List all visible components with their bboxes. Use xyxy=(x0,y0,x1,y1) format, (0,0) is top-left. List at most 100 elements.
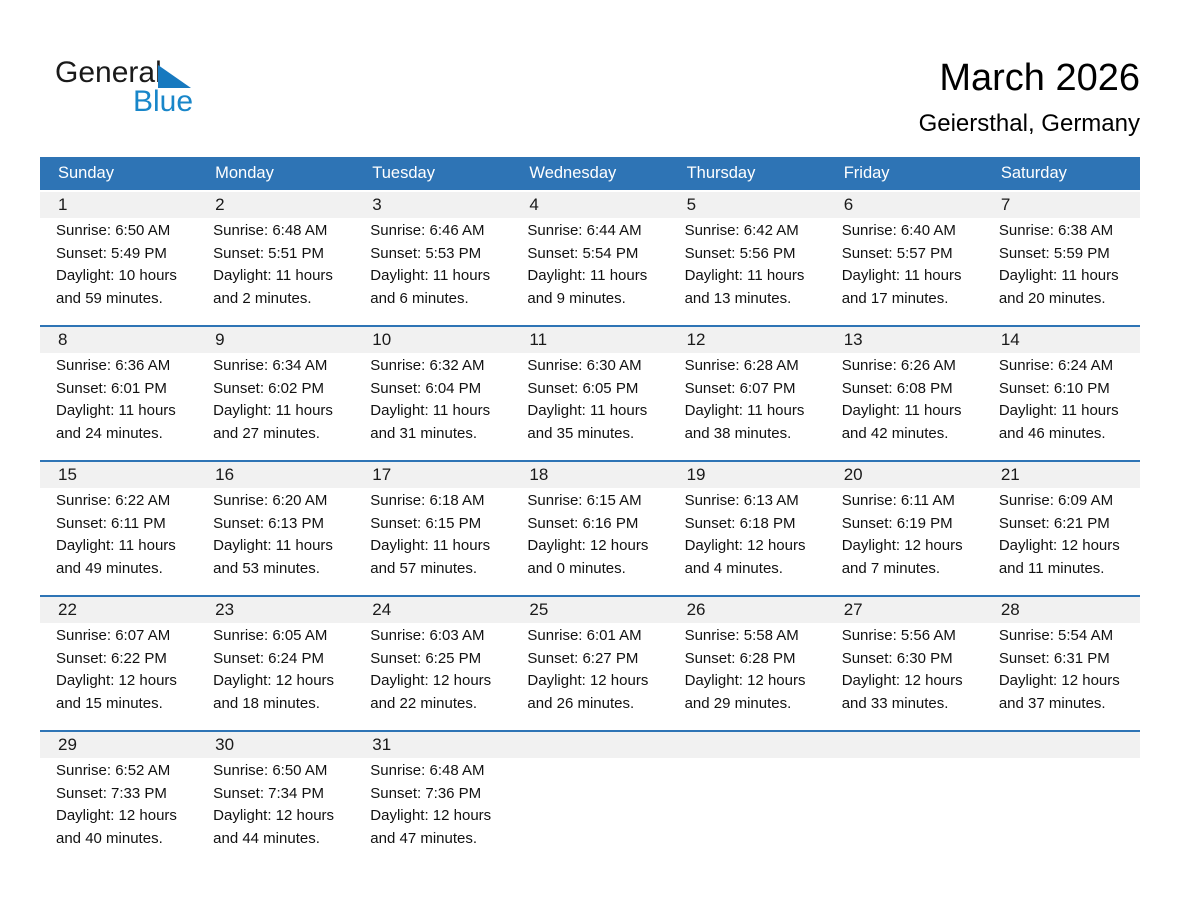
day-cell: Sunrise: 6:15 AM Sunset: 6:16 PM Daylight:… xyxy=(511,490,668,580)
day-info-line: Daylight: 12 hours xyxy=(370,807,492,824)
day-info-line: and 49 minutes. xyxy=(56,559,163,577)
day-info-line: and 4 minutes. xyxy=(684,559,783,577)
day-info-line: and 2 minutes. xyxy=(213,289,312,307)
day-info-line: and 44 minutes. xyxy=(213,829,320,847)
day-info-line: and 53 minutes. xyxy=(213,559,320,577)
day-info-line: and 22 minutes. xyxy=(370,694,478,712)
day-details-row: Sunrise: 6:22 AM Sunset: 6:11 PM Daylight:… xyxy=(40,488,1140,580)
day-info-line: Sunrise: 6:03 AM xyxy=(370,627,485,644)
day-info-line: Sunrise: 6:05 AM xyxy=(213,627,328,644)
day-info-line: Sunrise: 6:13 AM xyxy=(684,492,799,509)
day-info-line: Sunrise: 6:11 AM xyxy=(841,492,955,509)
day-info-line: Sunset: 6:15 PM xyxy=(370,514,482,532)
day-cell: Sunrise: 6:28 AM Sunset: 6:07 PM Daylight:… xyxy=(669,355,826,445)
day-info-line: Daylight: 12 hours xyxy=(213,672,335,689)
day-cell: Sunrise: 6:48 AM Sunset: 7:36 PM Daylight:… xyxy=(354,760,511,850)
week-row: 1 2 3 4 5 6 7 Sunrise: 6:50 AM Sunset: 5:49 PM D… xyxy=(40,190,1140,325)
day-info-line: Daylight: 12 hours xyxy=(56,807,177,824)
day-cell: Sunrise: 6:42 AM Sunset: 5:56 PM Daylight:… xyxy=(669,220,826,310)
weekday-header-wednesday: Wednesday xyxy=(529,164,617,182)
day-cell: Sunrise: 6:52 AM Sunset: 7:33 PM Daylight:… xyxy=(40,760,197,850)
day-info-line: Daylight: 11 hours xyxy=(213,267,333,284)
day-info-line: and 24 minutes. xyxy=(56,424,163,442)
day-info-line: Sunrise: 6:22 AM xyxy=(56,492,171,509)
day-info-line: Sunrise: 6:07 AM xyxy=(56,627,171,644)
day-number: 18 xyxy=(529,465,549,484)
day-cell: Sunrise: 6:40 AM Sunset: 5:57 PM Daylight:… xyxy=(826,220,983,310)
day-info-line: Daylight: 12 hours xyxy=(684,537,806,554)
day-number: 4 xyxy=(529,195,539,214)
day-number: 14 xyxy=(1000,330,1020,349)
day-number: 16 xyxy=(215,465,235,484)
day-info-line: Sunrise: 6:32 AM xyxy=(370,357,485,374)
day-info-line: Daylight: 11 hours xyxy=(998,402,1119,419)
day-info-line: and 29 minutes. xyxy=(684,694,792,712)
day-info-line: Daylight: 11 hours xyxy=(56,402,176,419)
day-info-line: Daylight: 12 hours xyxy=(841,537,963,554)
day-info-line: Sunrise: 6:30 AM xyxy=(527,357,642,374)
day-info-line: Daylight: 12 hours xyxy=(998,537,1120,554)
day-number-band: 15 16 17 18 19 20 21 xyxy=(40,462,1140,488)
day-info-line: Sunset: 6:11 PM xyxy=(56,514,166,532)
day-cell: Sunrise: 6:38 AM Sunset: 5:59 PM Daylight:… xyxy=(983,220,1140,310)
day-info-line: Daylight: 11 hours xyxy=(684,267,805,284)
day-info-line: Daylight: 12 hours xyxy=(527,672,649,689)
day-info-line: Daylight: 12 hours xyxy=(684,672,806,689)
day-number: 15 xyxy=(58,465,77,484)
day-cell: Sunrise: 6:20 AM Sunset: 6:13 PM Daylight:… xyxy=(197,490,354,580)
day-number: 21 xyxy=(1000,465,1020,484)
day-info-line: and 27 minutes. xyxy=(213,424,320,442)
day-info-line: Sunrise: 5:56 AM xyxy=(841,627,956,644)
day-info-line: Sunrise: 6:50 AM xyxy=(56,222,171,239)
day-cell: Sunrise: 6:05 AM Sunset: 6:24 PM Daylight:… xyxy=(197,625,354,715)
day-info-line: Sunset: 6:19 PM xyxy=(841,514,953,532)
day-number: 24 xyxy=(372,600,392,619)
day-info-line: Daylight: 12 hours xyxy=(998,672,1120,689)
day-info-line: and 11 minutes. xyxy=(998,559,1105,577)
day-info-line: Sunset: 6:04 PM xyxy=(370,379,482,397)
day-details-row: Sunrise: 6:52 AM Sunset: 7:33 PM Daylight:… xyxy=(40,758,1140,850)
day-info-line: Sunrise: 6:24 AM xyxy=(998,357,1114,374)
day-info-line: Daylight: 11 hours xyxy=(56,537,176,554)
day-number: 28 xyxy=(1000,600,1020,619)
day-cell: Sunrise: 5:56 AM Sunset: 6:30 PM Daylight:… xyxy=(826,625,983,715)
day-info-line: Daylight: 12 hours xyxy=(527,537,649,554)
day-info-line: Daylight: 11 hours xyxy=(213,402,333,419)
day-info-line: Daylight: 12 hours xyxy=(56,672,177,689)
day-info-line: Sunrise: 6:15 AM xyxy=(527,492,642,509)
day-info-line: Sunrise: 6:28 AM xyxy=(684,357,799,374)
day-number: 3 xyxy=(372,195,382,214)
day-info-line: and 42 minutes. xyxy=(841,424,949,442)
calendar: Sunday Monday Tuesday Wednesday Thursday… xyxy=(40,157,1140,865)
day-cell: Sunrise: 5:58 AM Sunset: 6:28 PM Daylight:… xyxy=(669,625,826,715)
day-info-line: and 7 minutes. xyxy=(841,559,941,577)
week-row: 8 9 10 11 12 13 14 Sunrise: 6:36 AM Sunset: 6:0… xyxy=(40,325,1140,460)
day-number: 1 xyxy=(58,195,68,214)
day-info-line: Sunset: 5:49 PM xyxy=(56,244,167,262)
day-info-line: Daylight: 11 hours xyxy=(998,267,1119,284)
day-info-line: Sunset: 5:56 PM xyxy=(684,244,796,262)
day-info-line: and 0 minutes. xyxy=(527,559,626,577)
day-info-line: Sunset: 6:21 PM xyxy=(998,514,1110,532)
day-cell: Sunrise: 6:32 AM Sunset: 6:04 PM Daylight:… xyxy=(354,355,511,445)
day-info-line: Sunset: 6:07 PM xyxy=(684,379,796,397)
day-number: 26 xyxy=(686,600,706,619)
day-details-row: Sunrise: 6:36 AM Sunset: 6:01 PM Daylight:… xyxy=(40,353,1140,445)
day-cell: Sunrise: 6:03 AM Sunset: 6:25 PM Daylight:… xyxy=(354,625,511,715)
day-info-line: and 9 minutes. xyxy=(527,289,626,307)
day-info-line: Sunset: 6:16 PM xyxy=(527,514,639,532)
day-cell: Sunrise: 6:13 AM Sunset: 6:18 PM Daylight:… xyxy=(669,490,826,580)
day-cell: Sunrise: 6:44 AM Sunset: 5:54 PM Daylight:… xyxy=(511,220,668,310)
day-cell: Sunrise: 6:48 AM Sunset: 5:51 PM Daylight:… xyxy=(197,220,354,310)
day-info-line: Sunrise: 6:18 AM xyxy=(370,492,485,509)
logo-text-general: General xyxy=(55,56,162,89)
logo-text-blue: Blue xyxy=(133,85,194,118)
day-info-line: Sunset: 6:24 PM xyxy=(213,649,325,667)
day-info-line: Sunrise: 5:58 AM xyxy=(684,627,799,644)
day-cell: Sunrise: 6:07 AM Sunset: 6:22 PM Daylight:… xyxy=(40,625,197,715)
month-title: March 2026 xyxy=(939,57,1140,99)
day-info-line: Sunrise: 6:40 AM xyxy=(841,222,956,239)
day-number-band: 22 23 24 25 26 27 28 xyxy=(40,597,1140,623)
day-cell: Sunrise: 6:11 AM Sunset: 6:19 PM Daylight:… xyxy=(826,490,983,580)
